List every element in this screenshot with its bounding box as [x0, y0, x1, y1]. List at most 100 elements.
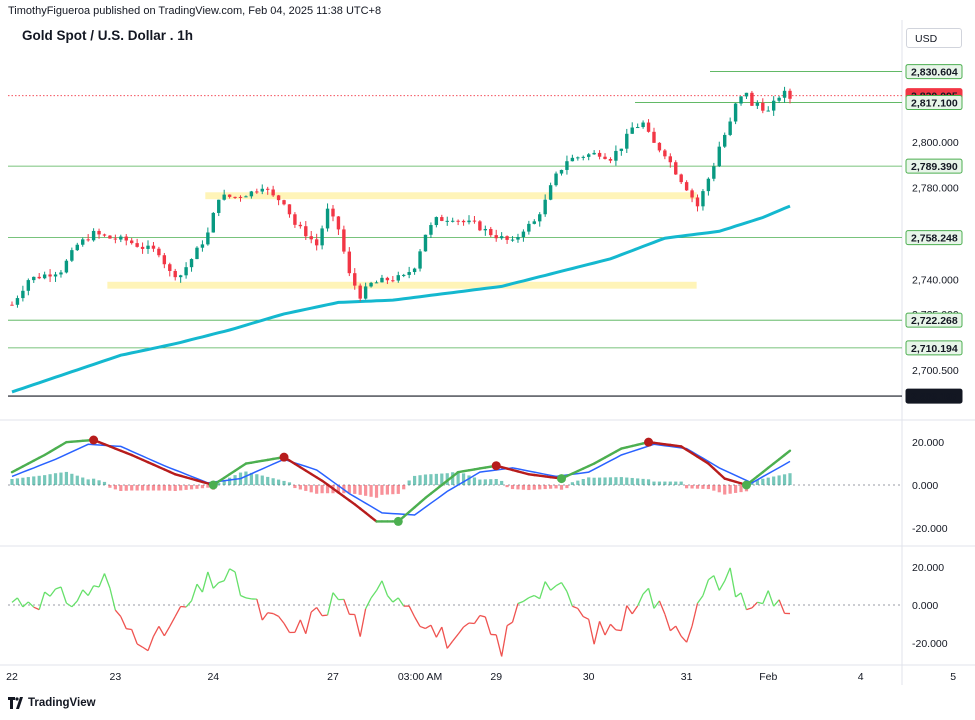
osc-histogram-bar [157, 485, 161, 491]
momentum-line [126, 628, 132, 631]
osc-histogram-bar [217, 482, 221, 485]
osc-histogram-bar [467, 475, 471, 485]
candle-body [129, 240, 134, 244]
time-tick-label: 03:00 AM [398, 671, 442, 683]
momentum-line [664, 613, 671, 631]
osc-histogram-bar [679, 481, 683, 485]
candle-body [282, 200, 286, 205]
osc-histogram-bar [179, 485, 183, 491]
price-level-tag [905, 230, 963, 246]
candle-body [559, 169, 564, 174]
candle-body [396, 275, 400, 281]
osc-histogram-bar [374, 485, 379, 498]
momentum-line [343, 599, 350, 615]
osc-histogram-bar [418, 475, 422, 485]
osc-histogram-bar [385, 485, 389, 495]
osc-histogram-bar [489, 479, 493, 485]
osc-histogram-bar [81, 477, 85, 485]
osc-histogram-bar [483, 479, 487, 485]
momentum-line [680, 635, 688, 643]
osc-histogram-bar [15, 478, 20, 485]
candle-body [26, 280, 31, 291]
candle-body [81, 239, 85, 245]
momentum-line [22, 601, 29, 608]
candle-body [581, 156, 585, 158]
momentum-line [560, 582, 568, 592]
candle-body [108, 235, 112, 239]
momentum-line [550, 585, 557, 591]
candle-body [53, 274, 58, 277]
candle-body [565, 161, 569, 170]
candle-body [102, 234, 107, 236]
momentum-line [647, 588, 655, 609]
candle-body [32, 276, 36, 281]
candle-body [603, 156, 607, 159]
candle-body [369, 282, 373, 287]
momentum-line [294, 619, 301, 633]
candle-body [695, 197, 700, 207]
chart-title: Gold Spot / U.S. Dollar . 1h [22, 28, 194, 43]
tradingview-logo[interactable]: TradingView [8, 697, 96, 709]
candle-body [712, 166, 716, 179]
candle-body [113, 238, 118, 240]
osc-histogram-bar [423, 474, 428, 485]
time-axis[interactable]: 22 23 24 27 03:00 AM 29 30 31 Feb 4 5 [6, 671, 956, 683]
osc-histogram-bar [173, 485, 177, 491]
candle-body [663, 150, 667, 157]
osc-histogram-bar [336, 485, 341, 494]
candle-body [157, 248, 161, 256]
momentum-line [484, 616, 492, 635]
momentum-line [218, 580, 225, 584]
osc-histogram-bar [712, 485, 716, 491]
osc-histogram-bar [788, 473, 792, 485]
osc-histogram-bar [151, 485, 156, 491]
currency-selector[interactable]: USD [906, 28, 962, 48]
momentum-pane [8, 567, 902, 657]
osc-histogram-bar [287, 482, 292, 485]
osc-histogram-bar [86, 479, 90, 485]
osc-histogram-bar [478, 479, 482, 485]
time-tick-label: 22 [6, 671, 18, 683]
osc-histogram-bar [249, 472, 253, 485]
osc-histogram-bar [559, 485, 564, 490]
momentum-line [523, 597, 530, 602]
candle-body [75, 244, 79, 251]
time-tick-label: 5 [950, 671, 956, 683]
time-tick-label: 4 [858, 671, 864, 683]
osc-histogram-bar [565, 485, 569, 489]
momentum-line [419, 625, 426, 630]
osc-histogram-bar [37, 475, 41, 485]
momentum-line [190, 583, 198, 602]
osc-histogram-bar [315, 485, 319, 494]
candle-body [625, 133, 629, 149]
momentum-line [441, 626, 448, 649]
momentum-line [142, 646, 149, 652]
momentum-tick-label: 0.000 [912, 600, 938, 612]
candle-body [64, 260, 69, 273]
tradingview-icon [8, 697, 24, 709]
candle-body [320, 228, 324, 246]
osc-histogram-bar [347, 485, 351, 494]
osc-histogram-bar [260, 475, 264, 485]
osc-histogram-bar [10, 479, 14, 485]
time-tick-label: 27 [327, 671, 339, 683]
candle-body [293, 214, 297, 225]
osc-histogram-bar [608, 477, 613, 485]
osc-histogram-bar [429, 474, 433, 485]
osc-histogram-bar [53, 473, 58, 485]
momentum-tick-label: -20.000 [912, 638, 948, 650]
osc-histogram-bar [500, 480, 504, 485]
candle-body [195, 247, 199, 260]
candle-body [314, 239, 319, 246]
osc-signal-line [11, 443, 791, 516]
momentum-line [180, 605, 187, 608]
momentum-line [283, 623, 291, 633]
candle-body [701, 191, 705, 207]
osc-histogram-bar [472, 477, 477, 485]
momentum-line [767, 590, 775, 607]
momentum-line [479, 614, 486, 618]
price-axis[interactable]: 2,800.0002,780.0002,740.0002,700.5002,76… [905, 64, 963, 650]
momentum-line [332, 592, 339, 601]
osc-histogram-bar [576, 480, 580, 485]
